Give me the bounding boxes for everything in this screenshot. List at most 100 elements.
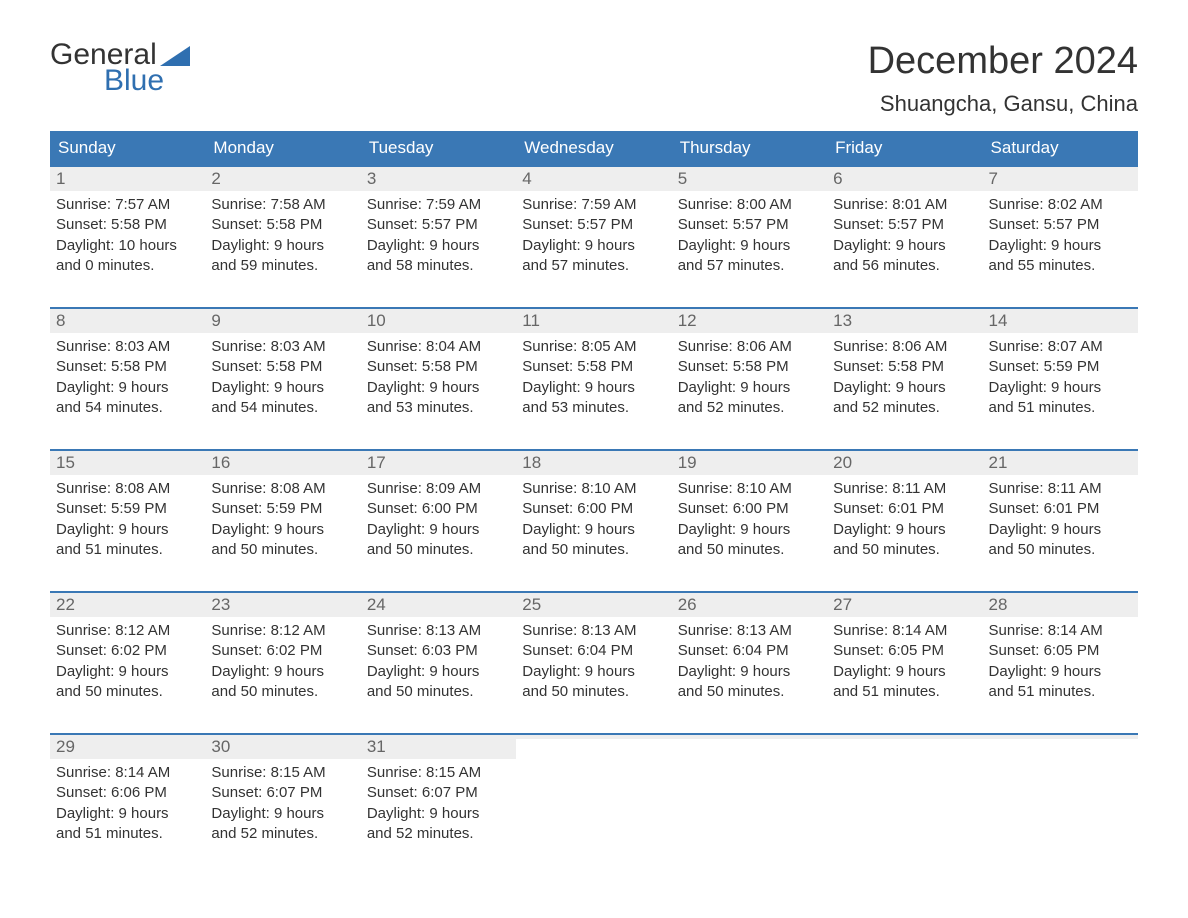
day-sunrise: Sunrise: 8:12 AM: [56, 621, 199, 641]
day-dl2: and 51 minutes.: [989, 398, 1132, 418]
day-sunset: Sunset: 5:57 PM: [678, 215, 821, 235]
day-dl2: and 55 minutes.: [989, 256, 1132, 276]
day-number: 4: [522, 169, 531, 188]
day-dl1: Daylight: 9 hours: [522, 520, 665, 540]
day-dl1: Daylight: 9 hours: [56, 378, 199, 398]
day-sunrise: Sunrise: 8:10 AM: [522, 479, 665, 499]
day-dl1: Daylight: 9 hours: [211, 520, 354, 540]
week-row: 15 Sunrise: 8:08 AMSunset: 5:59 PMDayligh…: [50, 449, 1138, 581]
day-dl2: and 50 minutes.: [211, 682, 354, 702]
day-body: Sunrise: 7:59 AMSunset: 5:57 PMDaylight:…: [367, 195, 510, 276]
day-number: 29: [56, 737, 75, 756]
day-cell: 4Sunrise: 7:59 AMSunset: 5:57 PMDaylight…: [516, 167, 671, 297]
daynum-row: 23: [205, 593, 360, 617]
day-dl2: and 50 minutes.: [678, 682, 821, 702]
weekday-header-row: Sunday Monday Tuesday Wednesday Thursday…: [50, 131, 1138, 165]
day-number: 12: [678, 311, 697, 330]
day-dl1: Daylight: 9 hours: [678, 236, 821, 256]
week-row: 8Sunrise: 8:03 AMSunset: 5:58 PMDaylight…: [50, 307, 1138, 439]
day-dl1: Daylight: 9 hours: [56, 662, 199, 682]
day-dl2: and 57 minutes.: [522, 256, 665, 276]
day-dl1: Daylight: 9 hours: [211, 804, 354, 824]
weeks-container: 1Sunrise: 7:57 AMSunset: 5:58 PMDaylight…: [50, 165, 1138, 865]
day-sunrise: Sunrise: 8:01 AM: [833, 195, 976, 215]
day-dl2: and 50 minutes.: [678, 540, 821, 560]
day-dl1: Daylight: 9 hours: [678, 520, 821, 540]
day-sunrise: Sunrise: 8:14 AM: [989, 621, 1132, 641]
day-sunset: Sunset: 6:07 PM: [367, 783, 510, 803]
day-body: Sunrise: 8:12 AMSunset: 6:02 PMDaylight:…: [211, 621, 354, 702]
daynum-row: 6: [827, 167, 982, 191]
day-body: Sunrise: 8:07 AMSunset: 5:59 PMDaylight:…: [989, 337, 1132, 418]
day-body: Sunrise: 8:10 AMSunset: 6:00 PMDaylight:…: [522, 479, 665, 560]
day-sunset: Sunset: 5:58 PM: [211, 357, 354, 377]
day-dl2: and 50 minutes.: [833, 540, 976, 560]
day-body: Sunrise: 8:14 AMSunset: 6:05 PMDaylight:…: [989, 621, 1132, 702]
day-dl1: Daylight: 9 hours: [989, 236, 1132, 256]
day-cell: 13Sunrise: 8:06 AMSunset: 5:58 PMDayligh…: [827, 309, 982, 439]
day-dl2: and 50 minutes.: [211, 540, 354, 560]
day-number: 1: [56, 169, 65, 188]
day-cell: 3Sunrise: 7:59 AMSunset: 5:57 PMDaylight…: [361, 167, 516, 297]
day-number: 30: [211, 737, 230, 756]
day-sunset: Sunset: 6:04 PM: [522, 641, 665, 661]
day-body: Sunrise: 8:11 AMSunset: 6:01 PMDaylight:…: [833, 479, 976, 560]
day-dl2: and 50 minutes.: [56, 682, 199, 702]
day-cell: 2 Sunrise: 7:58 AMSunset: 5:58 PMDaylight…: [205, 167, 360, 297]
day-number: 22: [56, 595, 75, 614]
day-cell: 25Sunrise: 8:13 AMSunset: 6:04 PMDayligh…: [516, 593, 671, 723]
day-number: 18: [522, 453, 541, 472]
day-sunrise: Sunrise: 8:15 AM: [211, 763, 354, 783]
day-body: Sunrise: 8:13 AMSunset: 6:03 PMDaylight:…: [367, 621, 510, 702]
day-cell: 17Sunrise: 8:09 AMSunset: 6:00 PMDayligh…: [361, 451, 516, 581]
day-number: 28: [989, 595, 1008, 614]
day-dl1: Daylight: 9 hours: [211, 378, 354, 398]
day-dl1: Daylight: 9 hours: [833, 520, 976, 540]
day-body: Sunrise: 8:05 AMSunset: 5:58 PMDaylight:…: [522, 337, 665, 418]
day-cell: 26Sunrise: 8:13 AMSunset: 6:04 PMDayligh…: [672, 593, 827, 723]
day-sunset: Sunset: 5:58 PM: [678, 357, 821, 377]
day-cell: 5Sunrise: 8:00 AMSunset: 5:57 PMDaylight…: [672, 167, 827, 297]
day-dl1: Daylight: 9 hours: [56, 804, 199, 824]
day-body: Sunrise: 8:15 AMSunset: 6:07 PMDaylight:…: [367, 763, 510, 844]
day-sunset: Sunset: 5:57 PM: [367, 215, 510, 235]
day-number: 15: [56, 453, 75, 472]
day-body: Sunrise: 8:13 AMSunset: 6:04 PMDaylight:…: [522, 621, 665, 702]
day-cell: 11Sunrise: 8:05 AMSunset: 5:58 PMDayligh…: [516, 309, 671, 439]
day-body: Sunrise: 8:06 AMSunset: 5:58 PMDaylight:…: [678, 337, 821, 418]
day-cell: 14 Sunrise: 8:07 AMSunset: 5:59 PMDayligh…: [983, 309, 1138, 439]
day-dl1: Daylight: 9 hours: [367, 520, 510, 540]
daynum-row: 7: [983, 167, 1138, 191]
day-body: Sunrise: 7:58 AMSunset: 5:58 PMDaylight:…: [211, 195, 354, 276]
day-dl1: Daylight: 9 hours: [989, 662, 1132, 682]
day-dl1: Daylight: 9 hours: [678, 378, 821, 398]
daynum-row: [672, 735, 827, 739]
day-dl1: Daylight: 9 hours: [522, 662, 665, 682]
daynum-row: 20: [827, 451, 982, 475]
day-sunrise: Sunrise: 8:06 AM: [833, 337, 976, 357]
month-title: December 2024: [868, 40, 1138, 83]
daynum-row: 24: [361, 593, 516, 617]
day-dl2: and 51 minutes.: [56, 540, 199, 560]
day-sunrise: Sunrise: 8:03 AM: [211, 337, 354, 357]
day-dl1: Daylight: 9 hours: [367, 662, 510, 682]
day-sunrise: Sunrise: 7:57 AM: [56, 195, 199, 215]
day-cell: 22Sunrise: 8:12 AMSunset: 6:02 PMDayligh…: [50, 593, 205, 723]
day-sunset: Sunset: 6:06 PM: [56, 783, 199, 803]
day-cell: [516, 735, 671, 865]
day-body: Sunrise: 8:08 AMSunset: 5:59 PMDaylight:…: [211, 479, 354, 560]
daynum-row: 27: [827, 593, 982, 617]
day-cell: 23 Sunrise: 8:12 AMSunset: 6:02 PMDayligh…: [205, 593, 360, 723]
day-sunrise: Sunrise: 8:04 AM: [367, 337, 510, 357]
day-sunrise: Sunrise: 8:08 AM: [211, 479, 354, 499]
day-sunset: Sunset: 6:03 PM: [367, 641, 510, 661]
day-sunrise: Sunrise: 8:10 AM: [678, 479, 821, 499]
location: Shuangcha, Gansu, China: [868, 91, 1138, 117]
day-sunset: Sunset: 6:00 PM: [678, 499, 821, 519]
day-number: 2: [211, 169, 220, 188]
day-number: 14: [989, 311, 1008, 330]
daynum-row: 13: [827, 309, 982, 333]
flag-icon: [160, 46, 190, 66]
day-cell: 29Sunrise: 8:14 AMSunset: 6:06 PMDayligh…: [50, 735, 205, 865]
day-number: 20: [833, 453, 852, 472]
